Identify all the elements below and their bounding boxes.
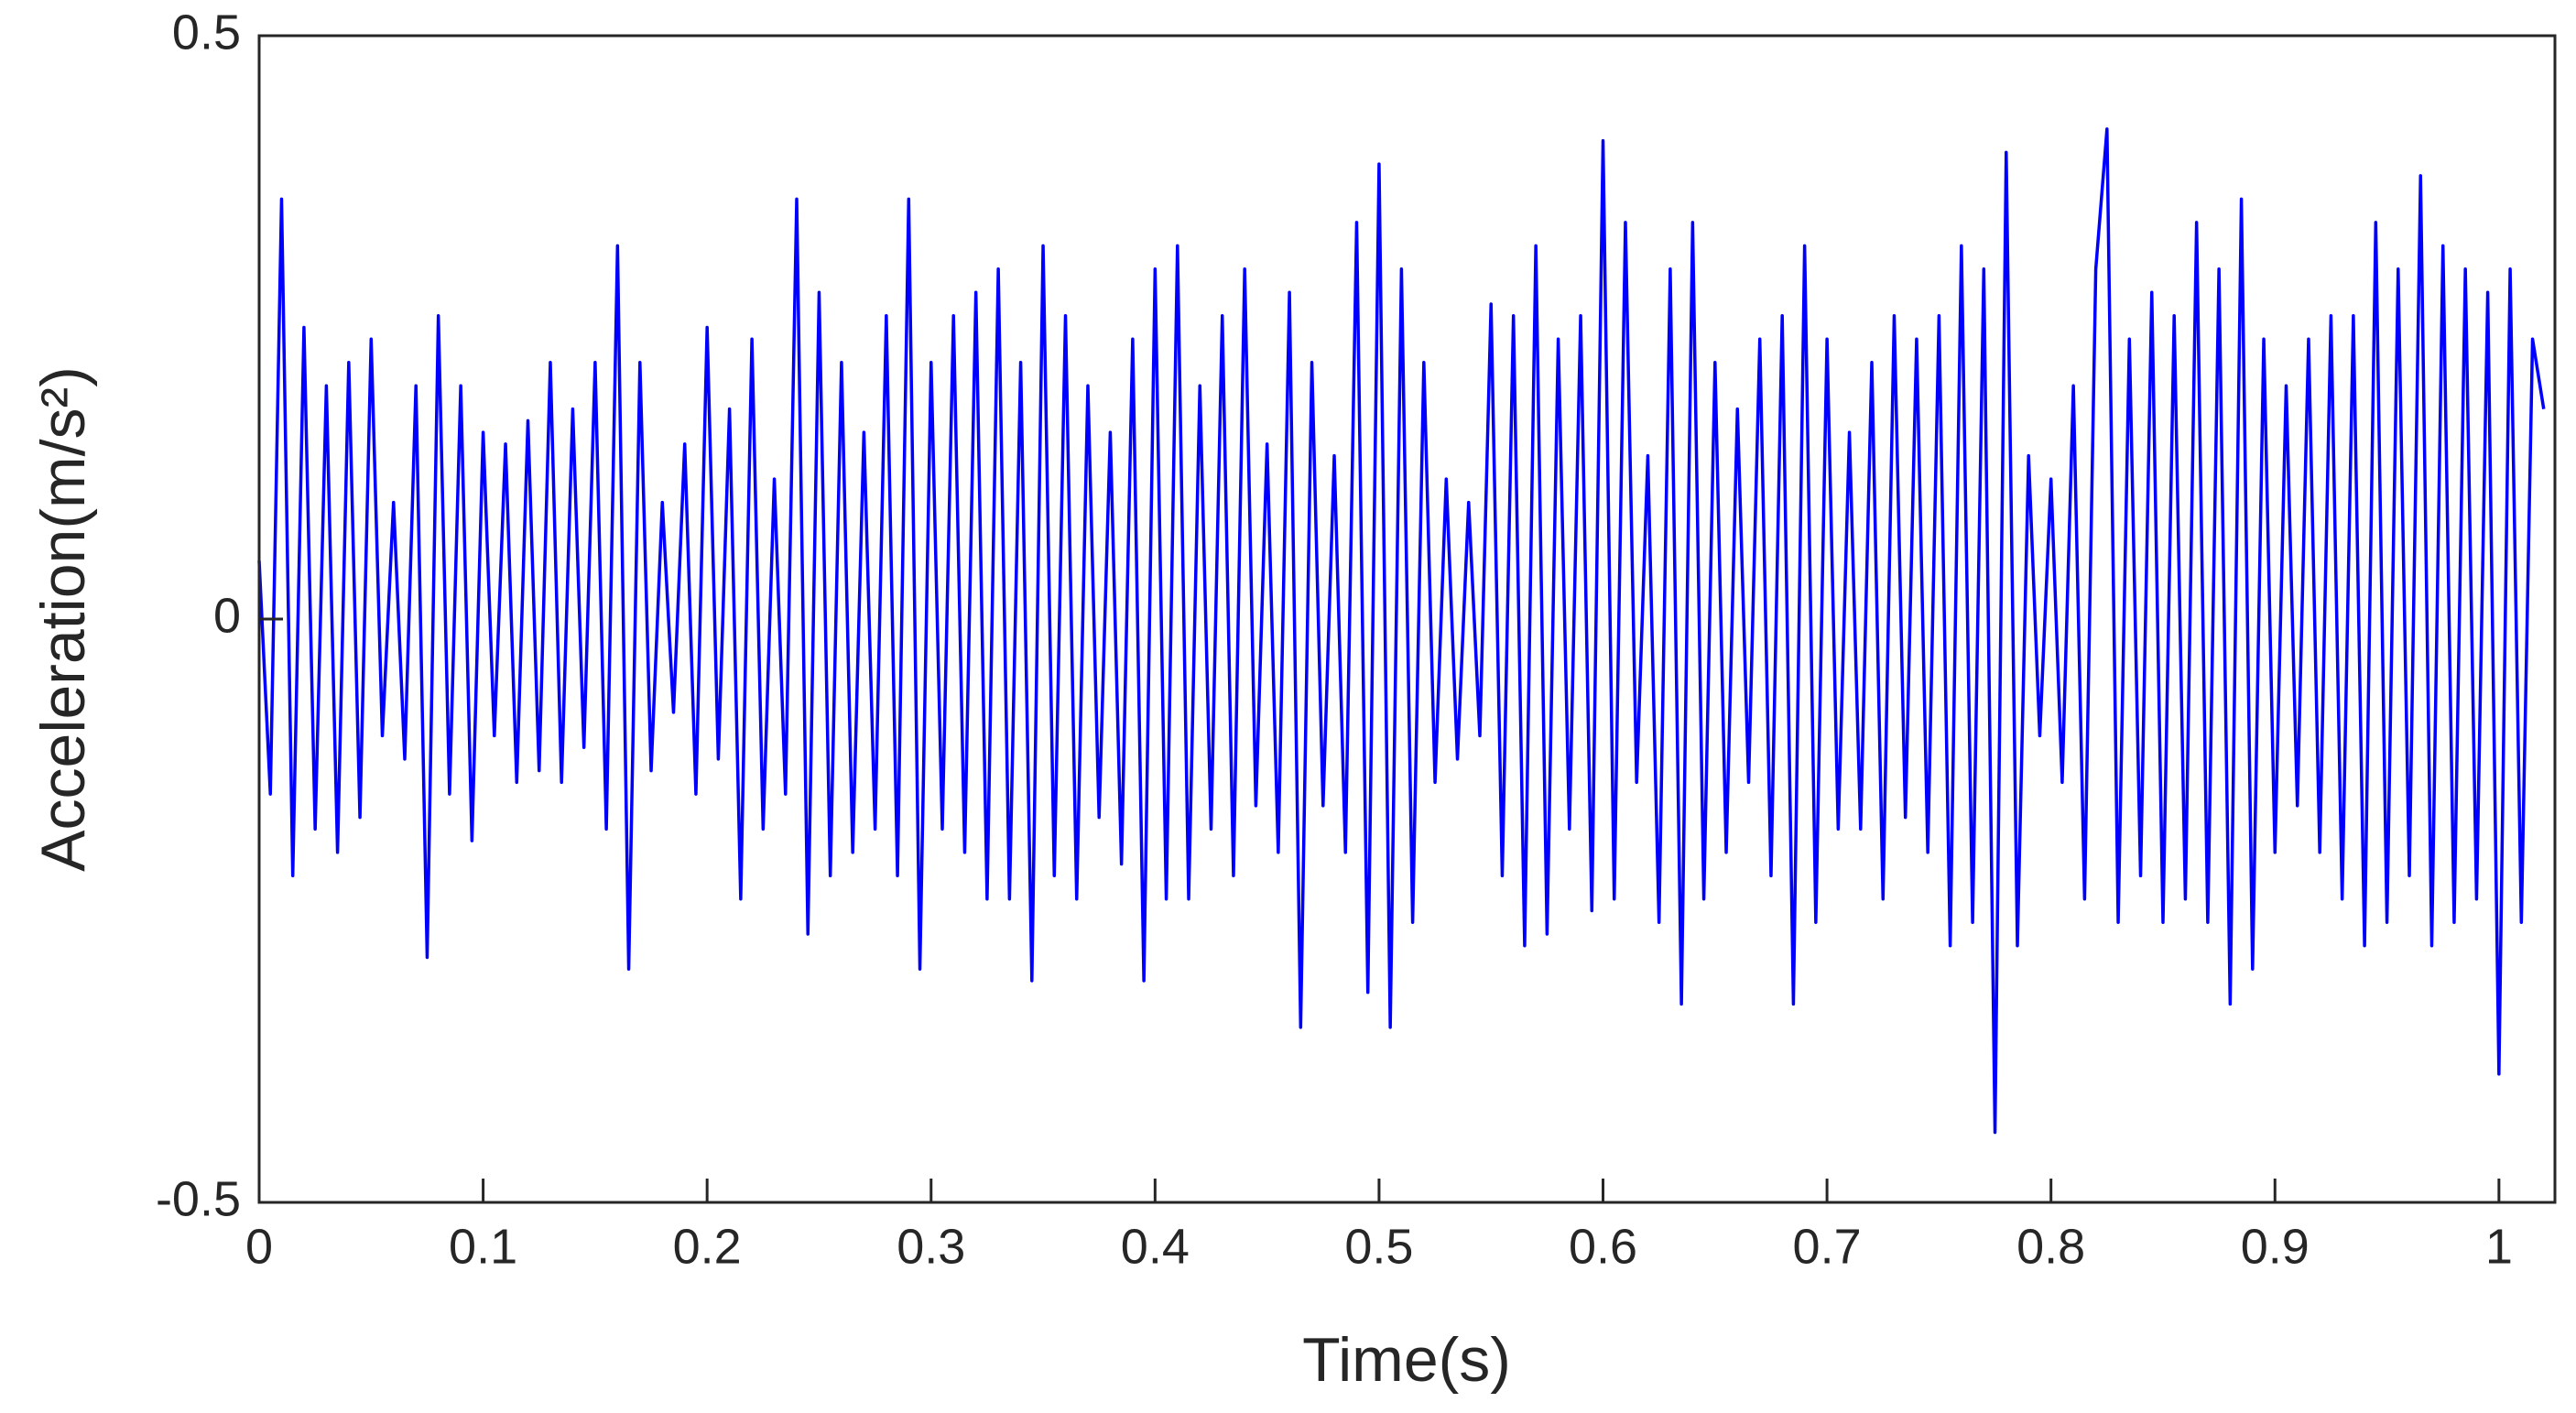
x-tick-label: 0.8: [2016, 1219, 2085, 1274]
signal-line: [257, 127, 2546, 1135]
x-tick-label: 0.9: [2241, 1219, 2310, 1274]
x-tick-label: 0.3: [897, 1219, 965, 1274]
y-tick-label: 0.5: [172, 5, 241, 60]
x-tick-label: 0: [245, 1219, 273, 1274]
x-tick-label: 0.2: [673, 1219, 742, 1274]
x-tick-label: 1: [2485, 1219, 2513, 1274]
x-axis-label: Time(s): [1302, 1325, 1511, 1395]
x-tick-label: 0.6: [1569, 1219, 1637, 1274]
x-tick-label: 0.4: [1121, 1219, 1190, 1274]
y-axis-label: Acceleration(m/s²): [28, 366, 98, 872]
x-tick-label: 0.1: [449, 1219, 517, 1274]
x-tick-label: 0.7: [1793, 1219, 1862, 1274]
x-tick-label: 0.5: [1344, 1219, 1413, 1274]
y-tick-label: 0: [213, 588, 241, 643]
y-tick-label: -0.5: [156, 1171, 241, 1226]
